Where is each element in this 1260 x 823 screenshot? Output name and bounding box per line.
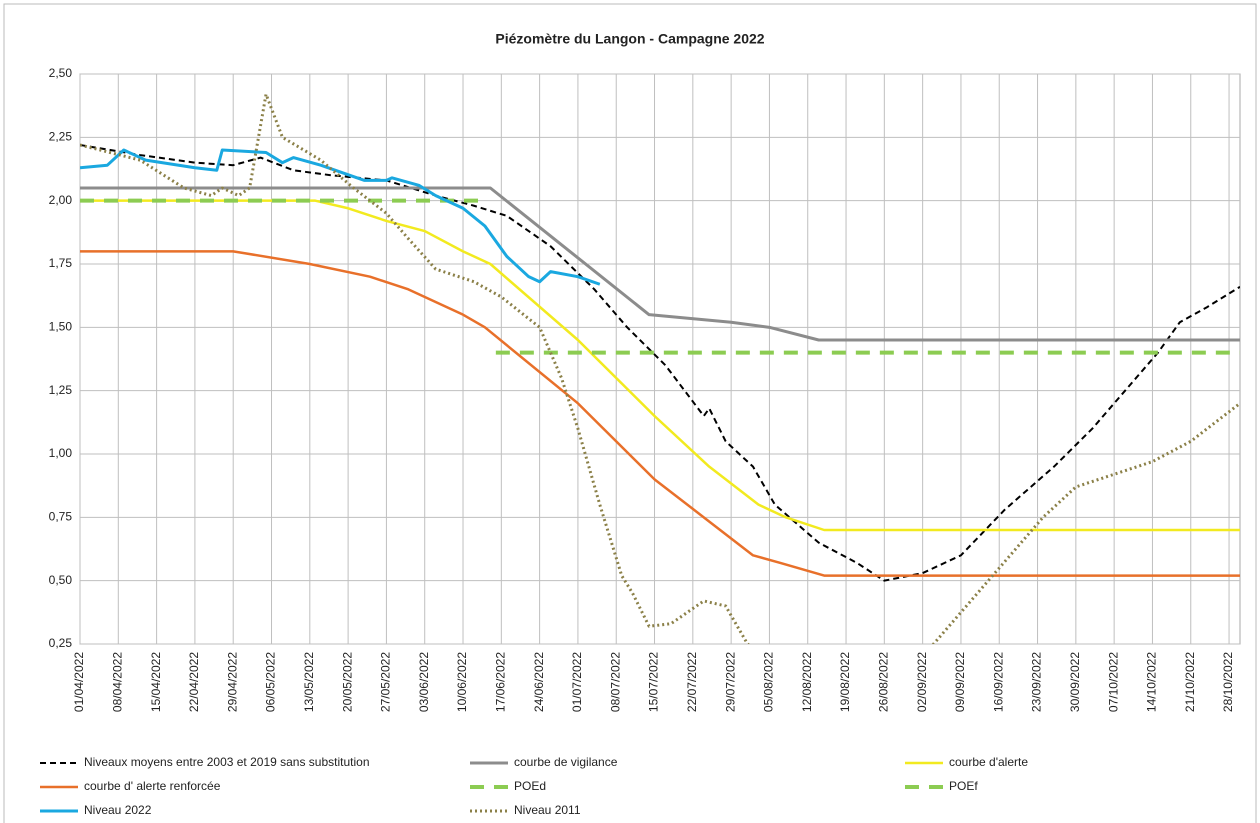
x-tick-label: 24/06/2022 — [532, 652, 546, 712]
x-tick-label: 22/04/2022 — [187, 652, 201, 712]
y-tick-label: 0,50 — [49, 573, 73, 587]
chart-title: Piézomètre du Langon - Campagne 2022 — [495, 31, 764, 47]
x-tick-label: 15/04/2022 — [149, 652, 163, 712]
legend-label: POEf — [949, 779, 978, 793]
x-tick-label: 01/04/2022 — [72, 652, 86, 712]
x-tick-label: 08/07/2022 — [608, 652, 622, 712]
x-tick-label: 15/07/2022 — [647, 652, 661, 712]
y-tick-label: 1,50 — [49, 320, 73, 334]
series-line — [80, 199, 1240, 532]
x-tick-label: 22/07/2022 — [685, 652, 699, 712]
x-tick-label: 07/10/2022 — [1106, 652, 1120, 712]
x-tick-label: 13/05/2022 — [302, 652, 316, 712]
series-line — [80, 186, 1240, 342]
x-tick-label: 09/09/2022 — [953, 652, 967, 712]
y-tick-label: 0,25 — [49, 636, 73, 650]
legend-label: Niveau 2022 — [84, 803, 152, 817]
x-tick-label: 26/08/2022 — [877, 652, 891, 712]
y-tick-label: 2,50 — [49, 66, 73, 80]
legend-label: courbe de vigilance — [514, 755, 618, 769]
x-tick-label: 08/04/2022 — [110, 652, 124, 712]
x-tick-label: 27/05/2022 — [379, 652, 393, 712]
y-tick-label: 1,00 — [49, 446, 73, 460]
x-tick-label: 29/07/2022 — [723, 652, 737, 712]
y-tick-label: 0,75 — [49, 510, 73, 524]
x-tick-label: 10/06/2022 — [455, 652, 469, 712]
x-tick-label: 05/08/2022 — [762, 652, 776, 712]
legend-label: courbe d' alerte renforcée — [84, 779, 221, 793]
x-tick-label: 19/08/2022 — [838, 652, 852, 712]
series-line — [80, 250, 1240, 577]
x-tick-label: 21/10/2022 — [1183, 652, 1197, 712]
x-tick-label: 17/06/2022 — [493, 652, 507, 712]
series-line — [80, 148, 601, 286]
x-tick-label: 02/09/2022 — [915, 652, 929, 712]
x-tick-label: 30/09/2022 — [1068, 652, 1082, 712]
x-tick-label: 23/09/2022 — [1030, 652, 1044, 712]
series-line — [80, 143, 1240, 582]
y-tick-label: 1,75 — [49, 256, 73, 270]
x-tick-label: 29/04/2022 — [225, 652, 239, 712]
x-tick-label: 06/05/2022 — [264, 652, 278, 712]
plot-lines — [80, 92, 1240, 644]
x-tick-label: 01/07/2022 — [570, 652, 584, 712]
legend-label: courbe d'alerte — [949, 755, 1028, 769]
y-tick-label: 2,25 — [49, 130, 73, 144]
series-line — [80, 92, 1240, 644]
legend-label: POEd — [514, 779, 546, 793]
x-tick-label: 20/05/2022 — [340, 652, 354, 712]
plot-area — [79, 73, 1241, 645]
x-tick-label: 12/08/2022 — [800, 652, 814, 712]
legend-label: Niveaux moyens entre 2003 et 2019 sans s… — [84, 755, 370, 769]
y-tick-label: 1,25 — [49, 383, 73, 397]
x-tick-label: 16/09/2022 — [991, 652, 1005, 712]
x-tick-label: 28/10/2022 — [1221, 652, 1235, 712]
x-tick-label: 14/10/2022 — [1145, 652, 1159, 712]
x-tick-label: 03/06/2022 — [417, 652, 431, 712]
y-tick-label: 2,00 — [49, 193, 73, 207]
legend-label: Niveau 2011 — [514, 803, 581, 817]
